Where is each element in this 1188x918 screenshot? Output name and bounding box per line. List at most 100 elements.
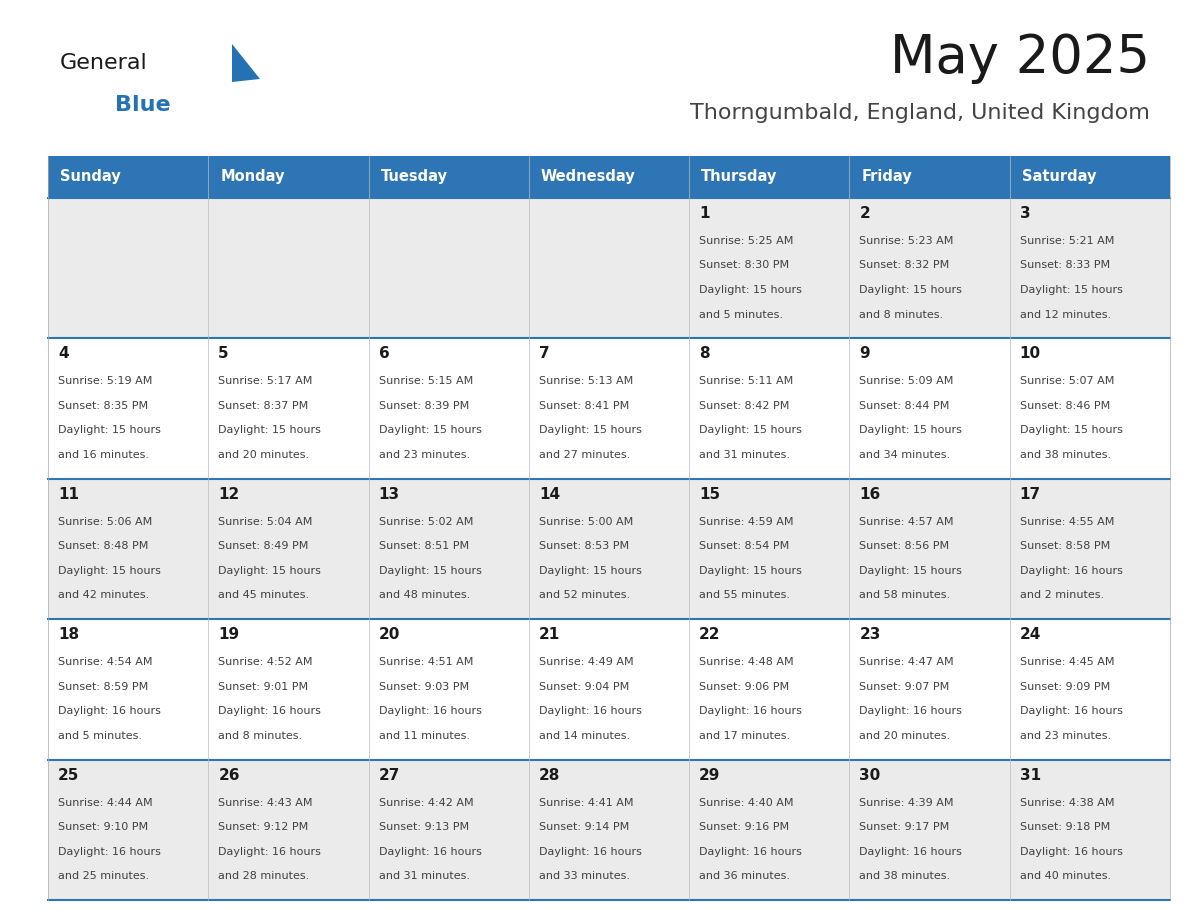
Text: Daylight: 16 hours: Daylight: 16 hours	[219, 846, 321, 856]
Text: Sunrise: 5:09 AM: Sunrise: 5:09 AM	[859, 376, 954, 386]
Text: Sunset: 9:13 PM: Sunset: 9:13 PM	[379, 823, 469, 832]
Text: Sunrise: 5:15 AM: Sunrise: 5:15 AM	[379, 376, 473, 386]
Bar	[529, 620, 689, 759]
Text: Daylight: 16 hours: Daylight: 16 hours	[58, 846, 160, 856]
Bar	[529, 339, 689, 479]
Bar	[849, 198, 1010, 339]
Bar	[208, 479, 368, 620]
Text: Sunrise: 5:25 AM: Sunrise: 5:25 AM	[700, 236, 794, 246]
Text: and 16 minutes.: and 16 minutes.	[58, 450, 148, 460]
Text: Sunrise: 4:49 AM: Sunrise: 4:49 AM	[539, 657, 633, 667]
Text: Sunset: 8:46 PM: Sunset: 8:46 PM	[1019, 401, 1110, 411]
Text: Daylight: 15 hours: Daylight: 15 hours	[58, 425, 160, 435]
Bar	[529, 156, 689, 198]
Text: Sunset: 8:33 PM: Sunset: 8:33 PM	[1019, 261, 1110, 271]
Bar	[849, 620, 1010, 759]
Text: Tuesday: Tuesday	[380, 170, 448, 185]
Text: Sunrise: 5:11 AM: Sunrise: 5:11 AM	[700, 376, 794, 386]
Text: Sunset: 8:37 PM: Sunset: 8:37 PM	[219, 401, 309, 411]
Text: Sunset: 9:10 PM: Sunset: 9:10 PM	[58, 823, 148, 832]
Text: 31: 31	[1019, 767, 1041, 783]
Text: 1: 1	[700, 206, 709, 221]
Text: Daylight: 16 hours: Daylight: 16 hours	[539, 706, 642, 716]
Text: Sunset: 9:04 PM: Sunset: 9:04 PM	[539, 682, 630, 691]
Text: Daylight: 15 hours: Daylight: 15 hours	[219, 425, 321, 435]
Bar	[368, 479, 529, 620]
Bar	[48, 339, 208, 479]
Text: Sunday: Sunday	[61, 170, 121, 185]
Text: 30: 30	[859, 767, 880, 783]
Text: Sunset: 8:56 PM: Sunset: 8:56 PM	[859, 542, 949, 552]
Text: 2: 2	[859, 206, 870, 221]
Text: Sunrise: 4:54 AM: Sunrise: 4:54 AM	[58, 657, 152, 667]
Text: Sunset: 9:17 PM: Sunset: 9:17 PM	[859, 823, 949, 832]
Text: and 17 minutes.: and 17 minutes.	[700, 731, 790, 741]
Bar	[689, 198, 849, 339]
Text: and 31 minutes.: and 31 minutes.	[700, 450, 790, 460]
Text: 7: 7	[539, 346, 550, 362]
Bar	[1010, 156, 1170, 198]
Text: Sunrise: 4:57 AM: Sunrise: 4:57 AM	[859, 517, 954, 527]
Text: Sunrise: 4:41 AM: Sunrise: 4:41 AM	[539, 798, 633, 808]
Text: Sunset: 9:12 PM: Sunset: 9:12 PM	[219, 823, 309, 832]
Text: and 14 minutes.: and 14 minutes.	[539, 731, 630, 741]
Text: and 31 minutes.: and 31 minutes.	[379, 871, 469, 881]
Text: Daylight: 15 hours: Daylight: 15 hours	[1019, 425, 1123, 435]
Text: 14: 14	[539, 487, 560, 502]
Text: 11: 11	[58, 487, 78, 502]
Text: Daylight: 16 hours: Daylight: 16 hours	[859, 706, 962, 716]
Text: and 8 minutes.: and 8 minutes.	[859, 309, 943, 319]
Text: and 52 minutes.: and 52 minutes.	[539, 590, 630, 600]
Bar	[208, 620, 368, 759]
Text: Sunrise: 4:52 AM: Sunrise: 4:52 AM	[219, 657, 312, 667]
Bar	[1010, 620, 1170, 759]
Text: Daylight: 16 hours: Daylight: 16 hours	[539, 846, 642, 856]
Text: Sunset: 8:32 PM: Sunset: 8:32 PM	[859, 261, 949, 271]
Text: Sunrise: 4:47 AM: Sunrise: 4:47 AM	[859, 657, 954, 667]
Text: 16: 16	[859, 487, 880, 502]
Text: 27: 27	[379, 767, 400, 783]
Text: 4: 4	[58, 346, 69, 362]
Text: Sunset: 9:18 PM: Sunset: 9:18 PM	[1019, 823, 1110, 832]
Bar	[208, 156, 368, 198]
Text: General: General	[61, 53, 147, 73]
Bar	[48, 759, 208, 900]
Bar	[208, 759, 368, 900]
Text: and 33 minutes.: and 33 minutes.	[539, 871, 630, 881]
Bar	[1010, 198, 1170, 339]
Text: 3: 3	[1019, 206, 1030, 221]
Text: Daylight: 15 hours: Daylight: 15 hours	[379, 565, 481, 576]
Text: and 2 minutes.: and 2 minutes.	[1019, 590, 1104, 600]
Text: Sunset: 9:07 PM: Sunset: 9:07 PM	[859, 682, 949, 691]
Text: 28: 28	[539, 767, 561, 783]
Text: 19: 19	[219, 627, 240, 643]
Text: Sunrise: 4:55 AM: Sunrise: 4:55 AM	[1019, 517, 1114, 527]
Text: Sunset: 8:58 PM: Sunset: 8:58 PM	[1019, 542, 1110, 552]
Text: Daylight: 16 hours: Daylight: 16 hours	[1019, 846, 1123, 856]
Bar	[689, 620, 849, 759]
Text: Sunrise: 5:17 AM: Sunrise: 5:17 AM	[219, 376, 312, 386]
Text: May 2025: May 2025	[890, 32, 1150, 84]
Bar	[48, 620, 208, 759]
Text: Sunrise: 5:06 AM: Sunrise: 5:06 AM	[58, 517, 152, 527]
Text: 22: 22	[700, 627, 721, 643]
Text: Daylight: 15 hours: Daylight: 15 hours	[539, 565, 642, 576]
Text: Sunrise: 5:19 AM: Sunrise: 5:19 AM	[58, 376, 152, 386]
Bar	[849, 759, 1010, 900]
Text: 26: 26	[219, 767, 240, 783]
Text: and 28 minutes.: and 28 minutes.	[219, 871, 310, 881]
Text: Daylight: 16 hours: Daylight: 16 hours	[379, 706, 481, 716]
Text: and 55 minutes.: and 55 minutes.	[700, 590, 790, 600]
Bar	[529, 198, 689, 339]
Text: Sunset: 8:49 PM: Sunset: 8:49 PM	[219, 542, 309, 552]
Text: Daylight: 15 hours: Daylight: 15 hours	[539, 425, 642, 435]
Text: Sunset: 8:53 PM: Sunset: 8:53 PM	[539, 542, 628, 552]
Text: and 42 minutes.: and 42 minutes.	[58, 590, 150, 600]
Bar	[368, 198, 529, 339]
Text: 24: 24	[1019, 627, 1041, 643]
Text: Sunrise: 4:38 AM: Sunrise: 4:38 AM	[1019, 798, 1114, 808]
Text: and 25 minutes.: and 25 minutes.	[58, 871, 150, 881]
Text: Daylight: 15 hours: Daylight: 15 hours	[859, 285, 962, 295]
Text: Sunset: 8:42 PM: Sunset: 8:42 PM	[700, 401, 790, 411]
Text: and 23 minutes.: and 23 minutes.	[379, 450, 469, 460]
